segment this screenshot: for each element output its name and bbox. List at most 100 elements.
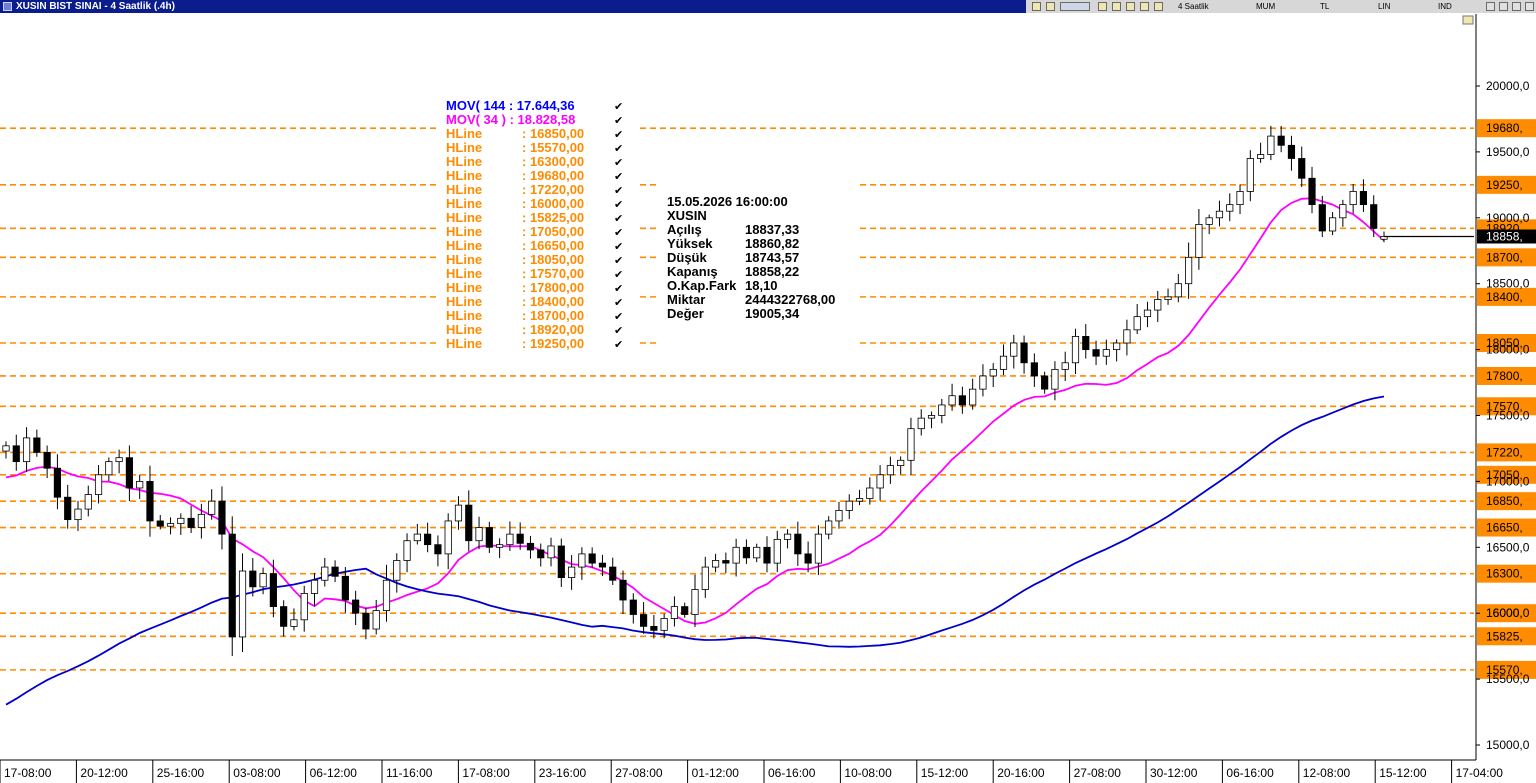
candle[interactable] <box>280 606 288 627</box>
symbol-selector[interactable] <box>1060 2 1090 11</box>
candle[interactable] <box>650 625 658 631</box>
candle[interactable] <box>331 566 339 577</box>
candle[interactable] <box>753 546 761 559</box>
candle[interactable] <box>845 500 853 511</box>
candle[interactable] <box>1143 309 1152 318</box>
candle[interactable] <box>1102 349 1110 357</box>
candle[interactable] <box>228 533 236 638</box>
candle[interactable] <box>835 509 843 522</box>
candle[interactable] <box>855 498 864 502</box>
candle[interactable] <box>547 545 555 559</box>
mode-mum[interactable]: MUM <box>1256 2 1276 11</box>
candle[interactable] <box>1339 204 1347 219</box>
candle[interactable] <box>177 517 185 524</box>
candle[interactable] <box>1195 223 1203 258</box>
candle[interactable] <box>1041 375 1049 390</box>
candle[interactable] <box>1359 191 1368 206</box>
candle[interactable] <box>722 560 730 564</box>
candle[interactable] <box>1236 191 1244 206</box>
pin-icon[interactable] <box>1486 2 1495 11</box>
candle[interactable] <box>670 606 679 619</box>
candle[interactable] <box>485 527 493 548</box>
candle[interactable] <box>434 544 442 555</box>
candle[interactable] <box>496 544 504 548</box>
candle[interactable] <box>249 570 257 588</box>
candle[interactable] <box>804 553 812 564</box>
candle[interactable] <box>1082 336 1090 351</box>
candle[interactable] <box>22 437 31 463</box>
candle[interactable] <box>773 538 781 564</box>
candle[interactable] <box>711 560 720 568</box>
chart-tool-icon[interactable] <box>1046 2 1055 11</box>
candle[interactable] <box>33 437 41 453</box>
candle[interactable] <box>94 474 103 495</box>
close-icon[interactable] <box>1525 2 1534 11</box>
mode-lin[interactable]: LIN <box>1378 2 1391 11</box>
candle[interactable] <box>1010 342 1018 357</box>
candle[interactable] <box>825 520 833 535</box>
color-icon[interactable] <box>1140 2 1149 11</box>
candle[interactable] <box>1298 158 1306 179</box>
candle[interactable] <box>475 527 483 542</box>
candle[interactable] <box>136 480 144 489</box>
candle[interactable] <box>43 452 51 469</box>
candle[interactable] <box>1215 210 1224 219</box>
candle[interactable] <box>526 542 535 551</box>
candle[interactable] <box>732 546 740 564</box>
candle[interactable] <box>1123 329 1131 344</box>
candle[interactable] <box>218 500 226 535</box>
candle[interactable] <box>125 457 133 489</box>
candle[interactable] <box>1257 154 1265 159</box>
candle[interactable] <box>1051 368 1059 390</box>
candle[interactable] <box>927 415 936 419</box>
pencil-icon[interactable] <box>1126 2 1135 11</box>
candle[interactable] <box>681 606 689 615</box>
candle[interactable] <box>1226 204 1234 212</box>
candle[interactable] <box>321 566 329 581</box>
candle[interactable] <box>742 546 751 559</box>
candle[interactable] <box>465 504 473 542</box>
candle[interactable] <box>783 533 792 540</box>
candle[interactable] <box>1174 283 1182 298</box>
candle[interactable] <box>814 533 822 564</box>
candle[interactable] <box>609 566 617 581</box>
candle[interactable] <box>989 368 997 377</box>
candle[interactable] <box>74 508 82 521</box>
candle[interactable] <box>300 593 308 621</box>
candle[interactable] <box>866 487 874 499</box>
candle[interactable] <box>2 445 10 452</box>
candle[interactable] <box>1133 316 1141 331</box>
candle[interactable] <box>444 520 452 555</box>
candle[interactable] <box>166 523 175 527</box>
candle[interactable] <box>290 619 298 627</box>
candle[interactable] <box>64 496 72 521</box>
candle[interactable] <box>208 500 216 515</box>
candle[interactable] <box>886 465 894 476</box>
candle[interactable] <box>413 533 421 542</box>
candle[interactable] <box>197 513 205 528</box>
candle[interactable] <box>948 395 956 406</box>
candle[interactable] <box>454 504 463 522</box>
candle[interactable] <box>763 546 771 564</box>
candle[interactable] <box>1246 158 1254 192</box>
candle[interactable] <box>146 480 154 522</box>
candle[interactable] <box>1308 177 1316 206</box>
candle[interactable] <box>639 614 648 627</box>
candle[interactable] <box>382 579 391 611</box>
mode-ind[interactable]: IND <box>1438 2 1452 11</box>
candle[interactable] <box>372 610 380 630</box>
period-selector[interactable]: 4 Saatlik <box>1178 2 1209 11</box>
candle[interactable] <box>1287 144 1296 159</box>
candle[interactable] <box>557 545 565 579</box>
scroll-left-icon[interactable] <box>1154 2 1163 11</box>
candle[interactable] <box>1061 362 1069 370</box>
candle[interactable] <box>362 612 370 630</box>
candle[interactable] <box>578 553 586 568</box>
candle[interactable] <box>876 474 884 489</box>
draw-line-icon[interactable] <box>1112 2 1121 11</box>
candle[interactable] <box>619 579 627 601</box>
candle[interactable] <box>701 566 709 590</box>
candle[interactable] <box>568 566 576 579</box>
candle[interactable] <box>588 553 596 564</box>
